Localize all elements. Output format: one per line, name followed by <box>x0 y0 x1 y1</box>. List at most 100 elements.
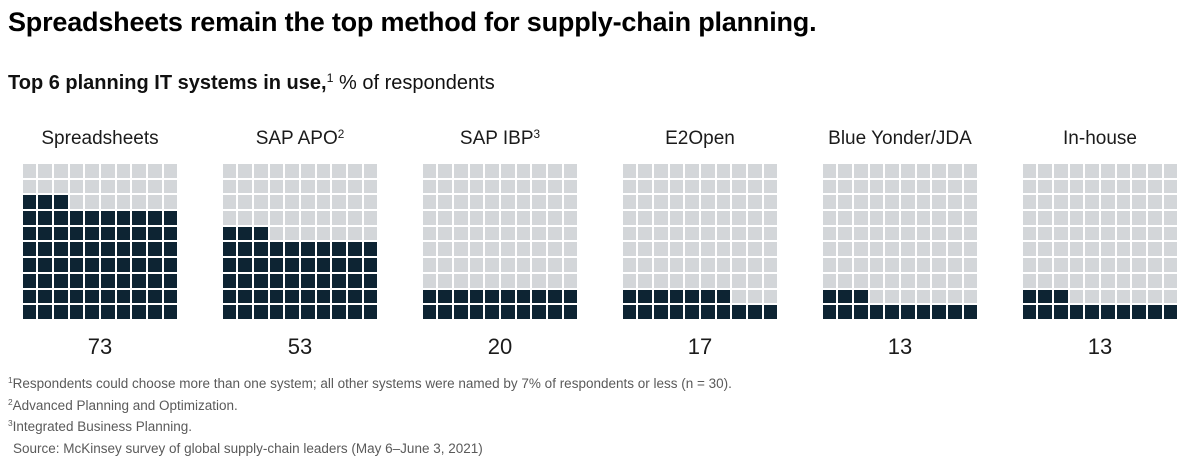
waffle-cell <box>53 226 68 241</box>
waffle-cell <box>53 273 68 288</box>
waffle-cell <box>853 226 868 241</box>
waffle-cell <box>300 305 315 319</box>
waffle-cell <box>963 179 978 194</box>
waffle-cell <box>222 164 237 178</box>
waffle-cell <box>1085 273 1099 288</box>
waffle-cell <box>900 211 915 225</box>
waffle-cell <box>685 289 699 304</box>
waffle-cell <box>822 226 837 241</box>
subtitle-superscript: 1 <box>326 71 334 86</box>
waffle-cell <box>716 164 731 178</box>
waffle-cell <box>822 164 837 178</box>
waffle-cell <box>269 179 284 194</box>
waffle-cell <box>116 242 131 257</box>
waffle-cell <box>1085 242 1099 257</box>
waffle-cell <box>532 305 547 319</box>
waffle-cell <box>163 195 178 210</box>
waffle-cell <box>163 242 178 257</box>
waffle-cell <box>38 289 52 304</box>
waffle-cell <box>269 258 284 272</box>
waffle-cell <box>853 211 868 225</box>
waffle-cell <box>269 289 284 304</box>
footnote-superscript: 2 <box>8 396 13 407</box>
waffle-cell <box>453 195 468 210</box>
value-label: 17 <box>687 334 713 359</box>
waffle-cell <box>916 273 931 288</box>
waffle-cell <box>822 179 837 194</box>
waffle-cell <box>1100 258 1115 272</box>
waffle-cell <box>1116 226 1131 241</box>
waffle-cell <box>53 195 68 210</box>
waffle-cell <box>685 195 699 210</box>
waffle-cell <box>300 211 315 225</box>
waffle-cell <box>38 211 52 225</box>
waffle-cell <box>932 258 947 272</box>
waffle-cell <box>132 195 147 210</box>
waffle-cell <box>700 273 715 288</box>
waffle-cell <box>516 242 531 257</box>
waffle-cell <box>1116 211 1131 225</box>
waffle-cell <box>1038 195 1052 210</box>
waffle-cell <box>763 211 778 225</box>
waffle-cell <box>422 211 437 225</box>
waffle-cell <box>485 305 499 319</box>
waffle-cell <box>422 258 437 272</box>
waffle-cell <box>1069 258 1084 272</box>
waffle-cell <box>438 195 452 210</box>
waffle-cell <box>38 242 52 257</box>
waffle-cell <box>285 211 299 225</box>
waffle-cell <box>132 242 147 257</box>
waffle-cell <box>748 289 762 304</box>
waffle-column: Spreadsheets 73 <box>0 127 200 359</box>
waffle-cell <box>469 195 484 210</box>
waffle-cell <box>53 179 68 194</box>
waffle-cell <box>669 211 684 225</box>
waffle-cell <box>253 273 268 288</box>
waffle-cell <box>669 179 684 194</box>
waffle-cell <box>869 226 884 241</box>
waffle-cell <box>222 273 237 288</box>
category-label: Spreadsheets <box>41 128 159 149</box>
waffle-cell <box>622 258 637 272</box>
waffle-cell <box>563 211 578 225</box>
waffle-charts-row: Spreadsheets 73 SAP APO2 53 SAP IBP3 20 E2Open… <box>0 127 1200 359</box>
waffle-cell <box>822 258 837 272</box>
waffle-cell <box>363 179 378 194</box>
waffle-grid <box>1022 164 1178 319</box>
waffle-cell <box>1163 305 1178 319</box>
waffle-cell <box>1148 273 1162 288</box>
waffle-cell <box>700 164 715 178</box>
waffle-cell <box>838 211 852 225</box>
waffle-cell <box>932 242 947 257</box>
waffle-cell <box>363 273 378 288</box>
waffle-cell <box>100 305 115 319</box>
waffle-cell <box>516 273 531 288</box>
waffle-cell <box>22 195 37 210</box>
waffle-cell <box>222 289 237 304</box>
waffle-cell <box>53 305 68 319</box>
waffle-cell <box>963 289 978 304</box>
footnote-superscript: 1 <box>8 375 13 386</box>
waffle-cell <box>1100 242 1115 257</box>
waffle-cell <box>1022 273 1037 288</box>
waffle-cell <box>1116 273 1131 288</box>
waffle-cell <box>732 195 747 210</box>
waffle-cell <box>1132 242 1147 257</box>
waffle-cell <box>1022 195 1037 210</box>
waffle-cell <box>285 195 299 210</box>
waffle-cell <box>838 273 852 288</box>
waffle-cell <box>269 195 284 210</box>
waffle-cell <box>253 258 268 272</box>
waffle-cell <box>653 305 668 319</box>
waffle-cell <box>363 164 378 178</box>
waffle-cell <box>469 211 484 225</box>
waffle-cell <box>1038 179 1052 194</box>
waffle-cell <box>563 242 578 257</box>
waffle-cell <box>253 242 268 257</box>
waffle-cell <box>222 226 237 241</box>
waffle-cell <box>838 305 852 319</box>
waffle-cell <box>548 226 562 241</box>
waffle-cell <box>763 273 778 288</box>
waffle-cell <box>532 226 547 241</box>
waffle-cell <box>300 242 315 257</box>
